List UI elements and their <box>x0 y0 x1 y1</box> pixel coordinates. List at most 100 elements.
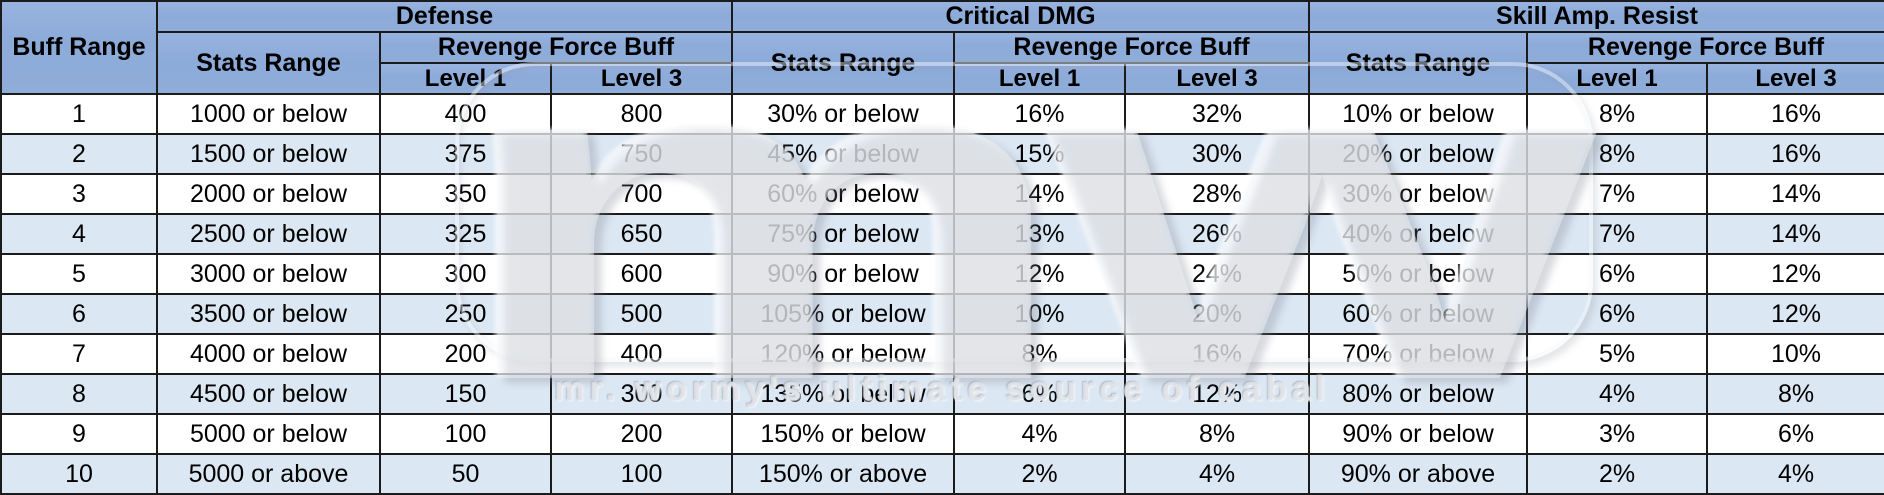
cell-skill-level1: 5% <box>1526 333 1709 375</box>
cell-critical-level3: 24% <box>1124 253 1311 295</box>
skill-level3-header: Level 3 <box>1706 62 1884 95</box>
cell-defense-level3: 300 <box>549 373 734 415</box>
cell-defense-level3: 650 <box>549 213 734 255</box>
cell-buff-range: 1 <box>0 93 158 135</box>
cell-critical-level1: 16% <box>953 93 1127 135</box>
cell-critical-stats-range: 105% or below <box>731 293 956 335</box>
cell-defense-stats-range: 1500 or below <box>156 133 381 175</box>
skill-revenge-force-buff-header: Revenge Force Buff <box>1526 31 1884 64</box>
cell-buff-range: 5 <box>0 253 158 295</box>
cell-critical-stats-range: 120% or below <box>731 333 956 375</box>
cell-critical-stats-range: 60% or below <box>731 173 956 215</box>
table-row: 9 5000 or below 100 200 150% or below 4%… <box>0 413 1884 455</box>
cell-critical-level3: 32% <box>1124 93 1311 135</box>
cell-critical-level1: 8% <box>953 333 1127 375</box>
cell-buff-range: 7 <box>0 333 158 375</box>
cell-skill-stats-range: 60% or below <box>1308 293 1529 335</box>
cell-skill-level1: 7% <box>1526 173 1709 215</box>
critical-revenge-force-buff-header: Revenge Force Buff <box>953 31 1311 64</box>
table-row: 1 1000 or below 400 800 30% or below 16%… <box>0 93 1884 135</box>
cell-critical-level3: 28% <box>1124 173 1311 215</box>
defense-level1-header: Level 1 <box>379 62 552 95</box>
table-body: 1 1000 or below 400 800 30% or below 16%… <box>0 93 1884 495</box>
cell-skill-level3: 16% <box>1706 133 1884 175</box>
section-header-critical-dmg: Critical DMG <box>731 0 1311 33</box>
table-row: 5 3000 or below 300 600 90% or below 12%… <box>0 253 1884 295</box>
cell-critical-level1: 14% <box>953 173 1127 215</box>
table-row: 7 4000 or below 200 400 120% or below 8%… <box>0 333 1884 375</box>
cell-skill-stats-range: 80% or below <box>1308 373 1529 415</box>
cell-defense-level1: 350 <box>379 173 552 215</box>
cell-defense-level1: 300 <box>379 253 552 295</box>
cell-skill-level3: 14% <box>1706 213 1884 255</box>
defense-stats-range-header: Stats Range <box>156 31 381 95</box>
cell-buff-range: 8 <box>0 373 158 415</box>
cell-critical-stats-range: 30% or below <box>731 93 956 135</box>
corner-header-buff-range: Buff Range <box>0 0 158 95</box>
cell-defense-level1: 50 <box>379 453 552 495</box>
table-row: 8 4500 or below 150 300 135% or below 6%… <box>0 373 1884 415</box>
cell-defense-level1: 325 <box>379 213 552 255</box>
cell-skill-stats-range: 30% or below <box>1308 173 1529 215</box>
cell-buff-range: 6 <box>0 293 158 335</box>
section-header-defense: Defense <box>155 0 734 33</box>
cell-defense-level3: 400 <box>549 333 734 375</box>
cell-defense-stats-range: 3500 or below <box>156 293 381 335</box>
cell-skill-level1: 6% <box>1526 293 1709 335</box>
cell-defense-level1: 200 <box>379 333 552 375</box>
cell-defense-level1: 400 <box>379 93 552 135</box>
skill-level1-header: Level 1 <box>1526 62 1709 95</box>
cell-skill-level1: 2% <box>1526 453 1709 495</box>
cell-skill-level3: 12% <box>1706 293 1884 335</box>
cell-critical-level1: 4% <box>953 413 1127 455</box>
cell-skill-level1: 7% <box>1526 213 1709 255</box>
cell-skill-level1: 6% <box>1526 253 1709 295</box>
cell-skill-stats-range: 50% or below <box>1308 253 1529 295</box>
cell-critical-level3: 16% <box>1124 333 1311 375</box>
cell-skill-level1: 8% <box>1526 93 1709 135</box>
cell-defense-level3: 750 <box>549 133 734 175</box>
cell-critical-level3: 12% <box>1124 373 1311 415</box>
cell-critical-level1: 13% <box>953 213 1127 255</box>
cell-critical-level3: 30% <box>1124 133 1311 175</box>
table-row: 3 2000 or below 350 700 60% or below 14%… <box>0 173 1884 215</box>
cell-critical-level3: 4% <box>1124 453 1311 495</box>
cell-buff-range: 4 <box>0 213 158 255</box>
cell-skill-level3: 10% <box>1706 333 1884 375</box>
cell-critical-stats-range: 45% or below <box>731 133 956 175</box>
cell-skill-stats-range: 10% or below <box>1308 93 1529 135</box>
cell-defense-level3: 100 <box>549 453 734 495</box>
cell-critical-level1: 6% <box>953 373 1127 415</box>
cell-defense-level1: 100 <box>379 413 552 455</box>
cell-defense-stats-range: 2000 or below <box>156 173 381 215</box>
cell-defense-stats-range: 2500 or below <box>156 213 381 255</box>
cell-defense-level3: 500 <box>549 293 734 335</box>
cell-defense-level3: 800 <box>549 93 734 135</box>
cell-skill-level1: 8% <box>1526 133 1709 175</box>
cell-critical-stats-range: 150% or above <box>731 453 956 495</box>
table-header: Buff Range Defense Critical DMG Skill Am… <box>0 0 1884 95</box>
cell-critical-level3: 26% <box>1124 213 1311 255</box>
cell-defense-stats-range: 4500 or below <box>156 373 381 415</box>
cell-skill-stats-range: 90% or below <box>1308 413 1529 455</box>
cell-skill-level3: 6% <box>1706 413 1884 455</box>
cell-buff-range: 3 <box>0 173 158 215</box>
cell-buff-range: 9 <box>0 413 158 455</box>
cell-skill-stats-range: 70% or below <box>1308 333 1529 375</box>
cell-skill-level3: 4% <box>1706 453 1884 495</box>
cell-skill-level3: 16% <box>1706 93 1884 135</box>
cell-skill-level3: 12% <box>1706 253 1884 295</box>
cell-defense-level3: 200 <box>549 413 734 455</box>
cell-critical-level3: 20% <box>1124 293 1311 335</box>
cell-defense-level3: 700 <box>549 173 734 215</box>
cell-defense-stats-range: 5000 or below <box>156 413 381 455</box>
cell-defense-stats-range: 5000 or above <box>156 453 381 495</box>
table-row: 4 2500 or below 325 650 75% or below 13%… <box>0 213 1884 255</box>
table-row: 10 5000 or above 50 100 150% or above 2%… <box>0 453 1884 495</box>
critical-stats-range-header: Stats Range <box>731 31 956 95</box>
cell-defense-stats-range: 4000 or below <box>156 333 381 375</box>
critical-level1-header: Level 1 <box>953 62 1127 95</box>
cell-critical-level3: 8% <box>1124 413 1311 455</box>
